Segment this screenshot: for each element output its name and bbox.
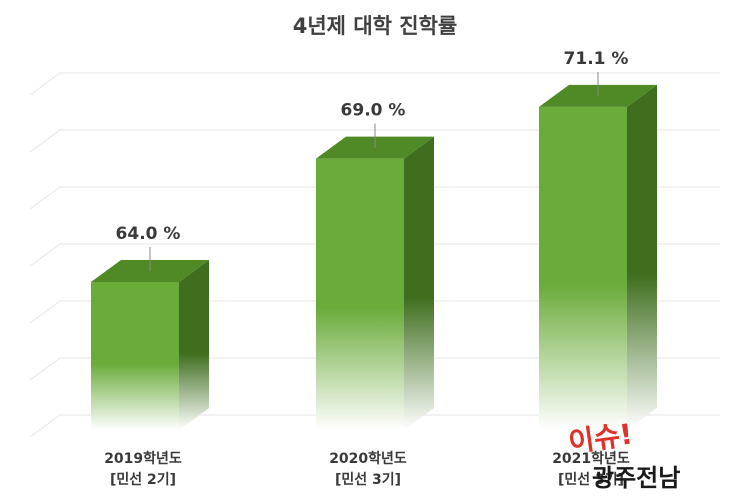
chart-title: 4년제 대학 진학률 — [293, 14, 457, 38]
category-label-year: 2019학년도 — [104, 451, 182, 467]
bar — [91, 260, 209, 430]
gridline — [29, 357, 720, 381]
category-label-term: [민선 3기] — [558, 471, 624, 488]
value-label: 71.1 % — [564, 49, 629, 69]
bar-side — [179, 260, 209, 430]
gridline — [29, 300, 720, 324]
bar-front — [316, 158, 404, 430]
category-label-year: 2020학년도 — [329, 451, 407, 467]
bar-side — [404, 136, 434, 430]
category-labels: 2019학년도 [민선 2기] 2020학년도 [민선 3기] 2021학년도 [민선 3… — [104, 451, 630, 488]
gridline — [29, 243, 720, 267]
category-label-term: [민선 2기] — [110, 471, 176, 488]
bar — [316, 136, 434, 430]
bar-front — [91, 282, 179, 430]
bar — [539, 84, 657, 430]
category-label-year: 2021학년도 — [552, 451, 630, 467]
gridline — [29, 414, 720, 438]
gridline — [29, 72, 720, 96]
bars — [91, 84, 657, 430]
data-labels: 64.0 % 69.0 % 71.1 % — [116, 49, 629, 271]
gridlines — [29, 72, 720, 438]
bar-front — [539, 106, 627, 430]
bar-side — [627, 84, 657, 430]
category-label-term: [민선 3기] — [335, 471, 401, 488]
watermark-line2: 광주전남 — [592, 464, 680, 492]
gridline — [29, 129, 720, 153]
value-label: 69.0 % — [341, 101, 406, 121]
gridline — [29, 186, 720, 210]
value-label: 64.0 % — [116, 224, 181, 244]
